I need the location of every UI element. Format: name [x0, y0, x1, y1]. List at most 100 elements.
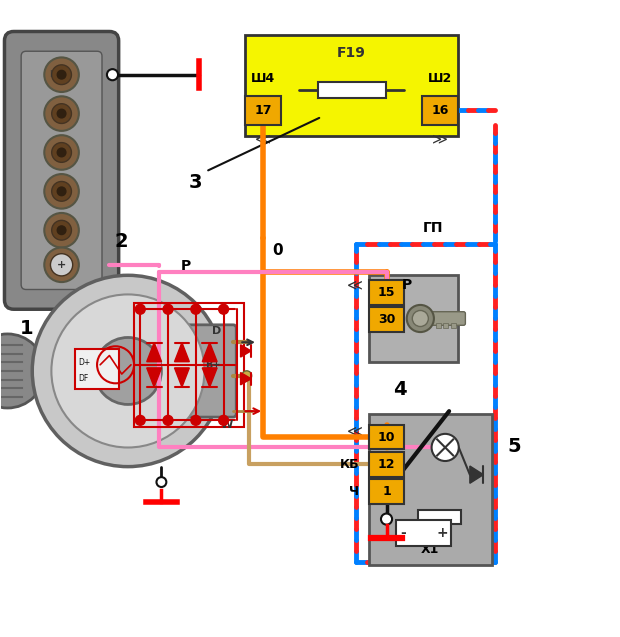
Circle shape: [57, 70, 66, 79]
Text: ГП: ГП: [423, 221, 444, 235]
Bar: [245, 34, 458, 136]
Circle shape: [57, 110, 66, 118]
Polygon shape: [202, 368, 217, 387]
Text: Ш2: Ш2: [428, 71, 453, 85]
Bar: [134, 303, 244, 427]
Circle shape: [51, 220, 71, 240]
Polygon shape: [174, 343, 189, 362]
Circle shape: [107, 69, 118, 80]
Text: 17: 17: [254, 104, 272, 117]
Text: 10: 10: [378, 431, 396, 443]
Text: 16: 16: [432, 104, 449, 117]
Bar: [369, 479, 404, 504]
Circle shape: [44, 174, 79, 209]
Circle shape: [44, 213, 79, 248]
Text: 30: 30: [378, 313, 395, 326]
Circle shape: [44, 135, 79, 169]
Circle shape: [432, 434, 459, 461]
Text: Ч: Ч: [350, 485, 360, 498]
Text: 1: 1: [382, 485, 391, 498]
Circle shape: [219, 304, 229, 314]
Text: 15: 15: [378, 286, 396, 299]
Text: 3: 3: [189, 173, 203, 192]
Polygon shape: [147, 343, 162, 362]
Text: КБ: КБ: [340, 457, 360, 471]
Text: 5: 5: [508, 437, 521, 456]
Polygon shape: [241, 373, 251, 385]
Bar: [369, 280, 404, 305]
Text: 0: 0: [272, 243, 283, 258]
Circle shape: [51, 104, 71, 124]
Circle shape: [156, 477, 166, 487]
Bar: [369, 452, 404, 476]
FancyBboxPatch shape: [428, 311, 466, 326]
Circle shape: [50, 254, 73, 276]
Circle shape: [57, 148, 66, 157]
Text: I: I: [49, 70, 51, 79]
Bar: [369, 308, 404, 332]
Circle shape: [381, 513, 392, 525]
Text: DF: DF: [78, 374, 89, 383]
Circle shape: [191, 415, 201, 426]
Bar: [369, 414, 492, 566]
Circle shape: [163, 415, 173, 426]
Circle shape: [57, 226, 66, 234]
Bar: [418, 510, 461, 524]
Circle shape: [51, 143, 71, 162]
FancyBboxPatch shape: [177, 325, 236, 417]
Text: ≪: ≪: [347, 278, 363, 292]
Text: 4: 4: [393, 380, 407, 399]
Circle shape: [0, 334, 45, 408]
Circle shape: [32, 275, 224, 467]
Bar: [396, 520, 451, 546]
Text: D+: D+: [78, 358, 91, 367]
Text: D: D: [211, 326, 221, 336]
Bar: [317, 82, 386, 97]
Text: +: +: [57, 260, 66, 270]
Circle shape: [44, 57, 79, 92]
Bar: [369, 425, 404, 449]
Circle shape: [51, 294, 205, 448]
Circle shape: [44, 96, 79, 131]
Bar: [436, 324, 441, 329]
Circle shape: [412, 310, 428, 327]
Circle shape: [135, 415, 145, 426]
Text: 1: 1: [20, 318, 33, 338]
Text: Р: Р: [402, 278, 412, 292]
Polygon shape: [174, 368, 189, 387]
Circle shape: [44, 248, 79, 282]
Polygon shape: [241, 345, 251, 357]
Circle shape: [242, 371, 252, 381]
Text: -: -: [401, 526, 406, 540]
Circle shape: [51, 182, 71, 201]
Bar: [245, 96, 281, 125]
Circle shape: [219, 415, 229, 426]
Bar: [451, 324, 456, 329]
Circle shape: [163, 304, 173, 314]
Text: X1: X1: [421, 543, 440, 557]
Text: 12: 12: [378, 457, 396, 471]
FancyBboxPatch shape: [4, 31, 118, 309]
Text: B+: B+: [205, 359, 221, 369]
Circle shape: [191, 304, 201, 314]
Text: Р: Р: [180, 259, 190, 273]
FancyBboxPatch shape: [21, 51, 102, 289]
Text: F19: F19: [337, 46, 366, 60]
Circle shape: [51, 65, 71, 85]
Bar: [443, 324, 448, 329]
Text: ≪: ≪: [347, 424, 363, 438]
Text: 2: 2: [115, 232, 128, 250]
Text: +: +: [436, 526, 448, 540]
Text: Ш4: Ш4: [251, 71, 275, 85]
Text: ≪: ≪: [255, 131, 271, 147]
Circle shape: [57, 187, 66, 196]
Circle shape: [135, 304, 145, 314]
Polygon shape: [470, 466, 484, 483]
Bar: [75, 349, 118, 389]
Bar: [422, 96, 458, 125]
Circle shape: [407, 305, 434, 332]
Text: ≫: ≫: [432, 131, 448, 147]
Polygon shape: [147, 368, 162, 387]
Bar: [369, 275, 458, 362]
Text: W: W: [221, 420, 233, 431]
